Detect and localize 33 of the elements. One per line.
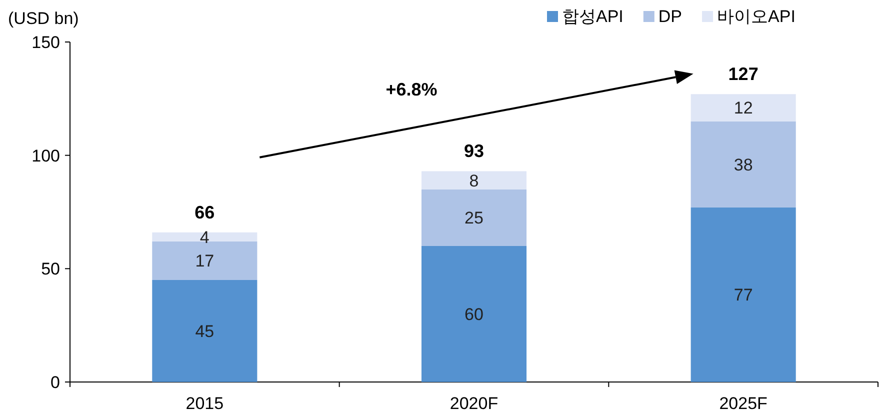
bar (421, 246, 527, 382)
data-label: 60 (464, 305, 484, 324)
total-label: 127 (728, 64, 758, 84)
bar (152, 241, 258, 280)
y-tick-label: 50 (41, 260, 60, 279)
data-label: 77 (734, 286, 753, 305)
x-tick-label: 2025F (719, 394, 768, 413)
data-label: 12 (734, 98, 753, 118)
y-tick-label: 150 (32, 33, 60, 52)
bar (421, 171, 527, 190)
data-label: 4 (200, 228, 210, 247)
data-label: 25 (464, 208, 484, 228)
y-axis-title: (USD bn) (8, 9, 79, 28)
legend-label: DP (658, 7, 682, 26)
y-tick-label: 0 (50, 373, 60, 392)
bar (690, 94, 796, 122)
bar (152, 280, 258, 382)
x-tick-label: 2015 (186, 394, 224, 413)
data-label: 45 (195, 322, 214, 341)
data-label: 17 (195, 252, 214, 271)
legend-label: 합성API (562, 7, 624, 26)
data-label: 8 (469, 171, 479, 190)
annotation: +6.8% (386, 80, 438, 100)
bar (421, 189, 527, 246)
x-tick-label: 2020F (450, 394, 498, 413)
total-label: 66 (194, 202, 215, 222)
bar (690, 207, 796, 382)
total-label: 93 (464, 141, 484, 162)
data-label: 38 (734, 155, 753, 174)
bar (152, 232, 258, 242)
bar (690, 121, 796, 208)
legend-label: 바이오API (717, 7, 796, 26)
y-tick-label: 100 (32, 146, 60, 166)
